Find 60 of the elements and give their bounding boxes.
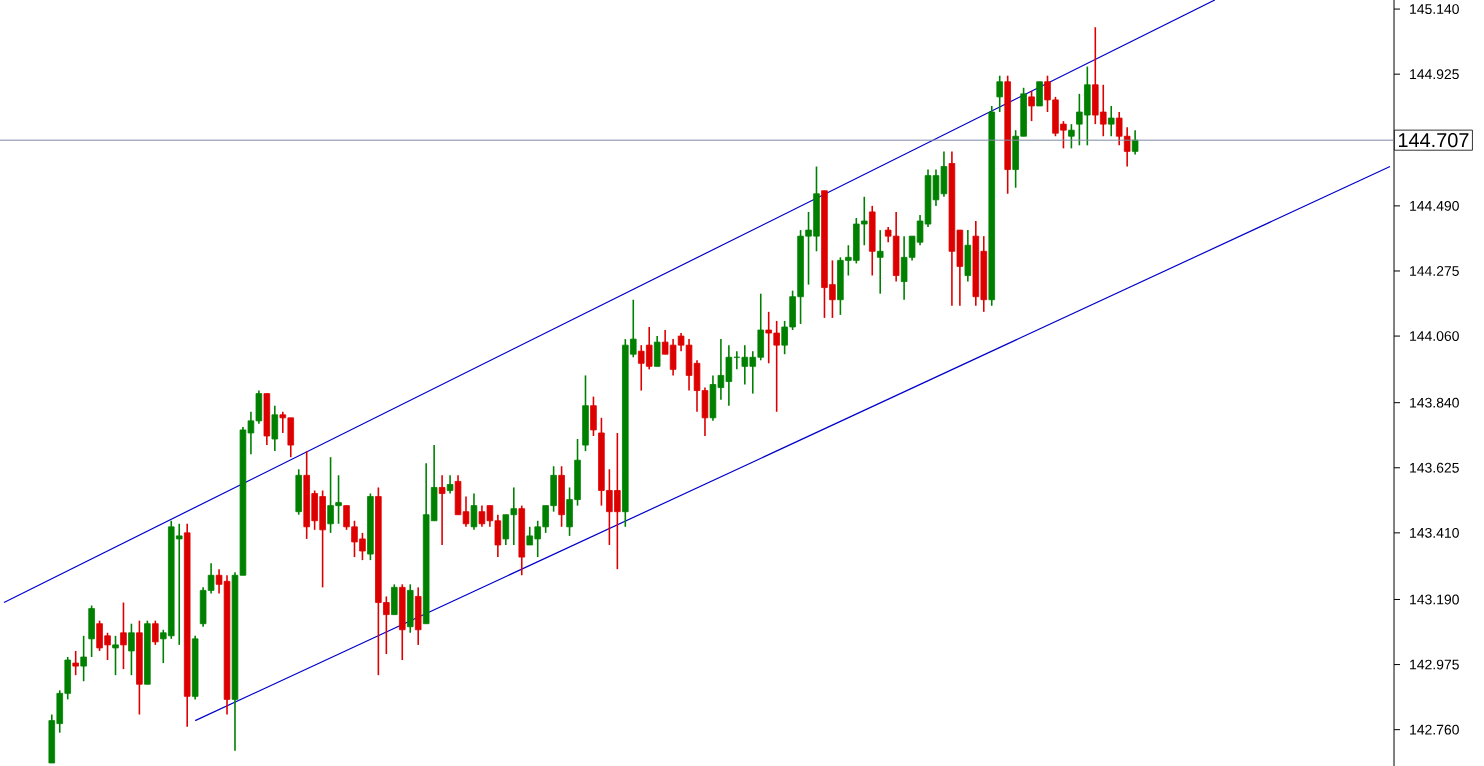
candlestick bbox=[1107, 105, 1115, 138]
candlestick bbox=[263, 392, 271, 446]
candlestick bbox=[438, 474, 446, 546]
candlestick bbox=[1068, 123, 1075, 150]
candlestick bbox=[446, 474, 454, 495]
candlestick bbox=[494, 513, 502, 558]
candlestick bbox=[900, 235, 908, 301]
candlestick bbox=[1036, 80, 1043, 107]
candlestick bbox=[295, 468, 302, 516]
candlestick bbox=[88, 604, 95, 658]
candlestick bbox=[327, 456, 334, 534]
candlestick bbox=[582, 374, 589, 452]
candlestick bbox=[1131, 129, 1139, 156]
candlestick bbox=[773, 320, 780, 413]
candlestick bbox=[940, 150, 948, 198]
candlestick bbox=[558, 465, 565, 528]
candlestick bbox=[765, 311, 772, 365]
candlestick bbox=[80, 635, 87, 683]
candlestick bbox=[725, 344, 733, 407]
candlestick bbox=[128, 622, 135, 676]
candlestick bbox=[892, 211, 900, 283]
candlestick bbox=[175, 522, 183, 646]
candlestick bbox=[72, 650, 79, 676]
candlestick bbox=[653, 335, 661, 368]
candlestick bbox=[391, 583, 398, 616]
candlestick bbox=[614, 432, 621, 570]
candlestick bbox=[414, 586, 422, 646]
candlestick bbox=[1100, 83, 1107, 138]
candlestick bbox=[741, 344, 749, 386]
candlestick bbox=[104, 631, 111, 661]
candlestick bbox=[590, 395, 597, 437]
candlestick bbox=[645, 326, 653, 371]
candlestick bbox=[478, 504, 486, 528]
candlestick bbox=[470, 492, 478, 531]
candlestick bbox=[837, 256, 844, 316]
candlestick bbox=[287, 417, 295, 458]
candlestick bbox=[271, 404, 279, 452]
candlestick bbox=[964, 229, 972, 283]
candlestick bbox=[669, 338, 677, 377]
candlestick bbox=[813, 165, 820, 253]
candlestick bbox=[120, 601, 127, 670]
candlestick bbox=[399, 583, 406, 661]
candlestick bbox=[112, 635, 119, 676]
candlestick bbox=[637, 344, 645, 392]
candlestick bbox=[526, 526, 533, 546]
ref-line-label: 144.707 bbox=[1398, 133, 1469, 148]
candlestick bbox=[502, 513, 510, 546]
candlestick bbox=[876, 229, 884, 295]
candlestick bbox=[335, 474, 342, 525]
candlestick bbox=[709, 374, 717, 422]
candlestick bbox=[152, 619, 159, 646]
candlestick bbox=[96, 619, 103, 652]
candlestick bbox=[359, 532, 366, 561]
candlestick bbox=[996, 74, 1003, 113]
candlestick bbox=[868, 205, 876, 277]
candlestick bbox=[406, 583, 414, 634]
candlestick bbox=[1028, 90, 1035, 122]
candlestick bbox=[319, 489, 326, 589]
candlestick bbox=[1084, 65, 1091, 147]
candlestick bbox=[510, 486, 518, 546]
